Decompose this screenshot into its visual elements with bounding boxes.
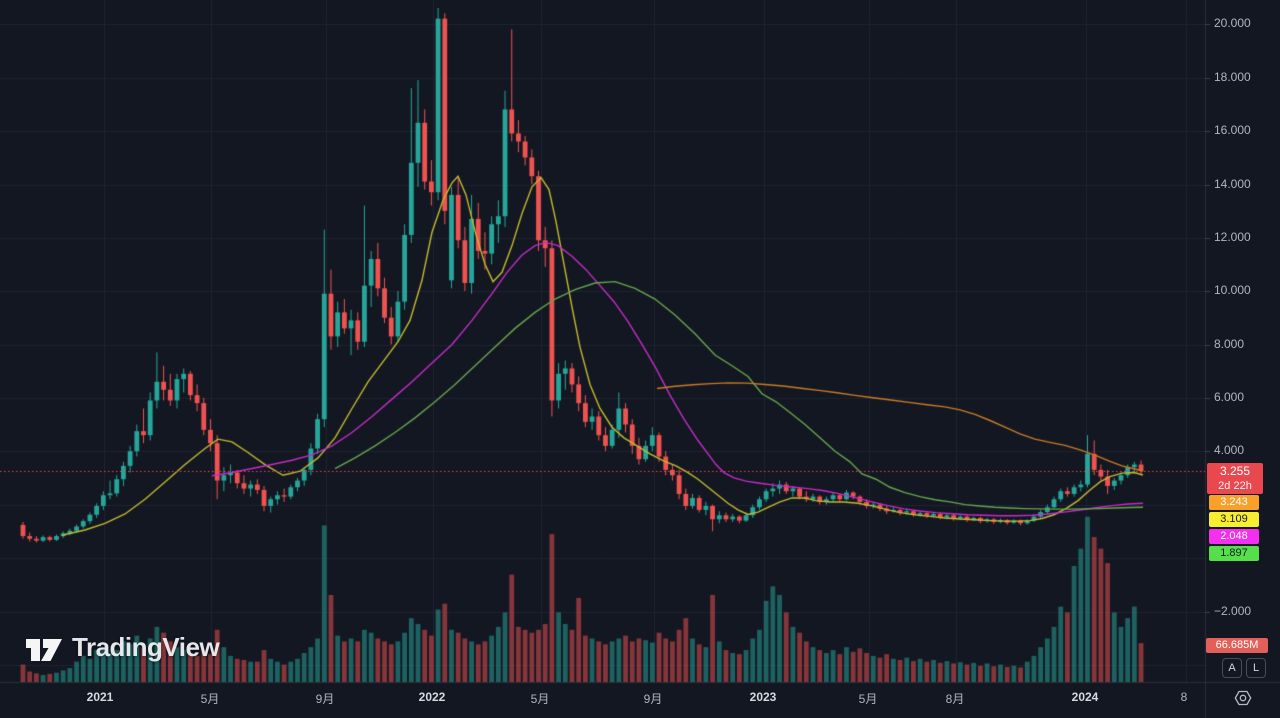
price-tick-label: 14.000 xyxy=(1214,177,1251,191)
time-tick-label: 2022 xyxy=(418,690,446,704)
price-tick-label: −2.000 xyxy=(1214,604,1252,618)
price-tick-label: 16.000 xyxy=(1214,123,1251,137)
axis-settings-gear-icon[interactable] xyxy=(1233,688,1253,708)
price-tick-label: 8.000 xyxy=(1214,337,1245,351)
time-tick-label: 2024 xyxy=(1071,690,1099,704)
price-tick-label: 6.000 xyxy=(1214,390,1245,404)
volume-badge: 66.685M xyxy=(1206,638,1268,653)
ma-orange-badge: 3.243 xyxy=(1209,495,1259,510)
price-tick-label: 12.000 xyxy=(1214,230,1251,244)
current-price-badge: 3.255 2d 22h xyxy=(1207,463,1263,494)
tradingview-logo-icon xyxy=(26,639,62,661)
time-tick-label: 9月 xyxy=(643,692,663,706)
time-tick-label: 2023 xyxy=(749,690,777,704)
tradingview-logo-text: TradingView xyxy=(72,632,220,662)
current-price-value: 3.255 xyxy=(1219,464,1251,478)
price-tick-label: 4.000 xyxy=(1214,443,1245,457)
time-tick-label: 5月 xyxy=(858,692,878,706)
time-tick-label: 5月 xyxy=(200,692,220,706)
tradingview-logo[interactable]: TradingView xyxy=(26,632,220,663)
price-tick-label: 18.000 xyxy=(1214,70,1251,84)
time-tick-label: 8 xyxy=(1180,690,1188,704)
time-tick-label: 8月 xyxy=(945,692,965,706)
ma-yellow-badge: 3.109 xyxy=(1209,512,1259,527)
time-tick-label: 5月 xyxy=(530,692,550,706)
bar-countdown: 2d 22h xyxy=(1218,480,1252,492)
time-tick-label: 2021 xyxy=(86,690,114,704)
log-scale-button[interactable]: L xyxy=(1246,658,1266,678)
time-tick-label: 9月 xyxy=(315,692,335,706)
ma-green-badge: 1.897 xyxy=(1209,546,1259,561)
price-tick-label: 10.000 xyxy=(1214,283,1251,297)
price-tick-label: 20.000 xyxy=(1214,16,1251,30)
auto-scale-button[interactable]: A xyxy=(1222,658,1242,678)
ma-magenta-badge: 2.048 xyxy=(1209,529,1259,544)
